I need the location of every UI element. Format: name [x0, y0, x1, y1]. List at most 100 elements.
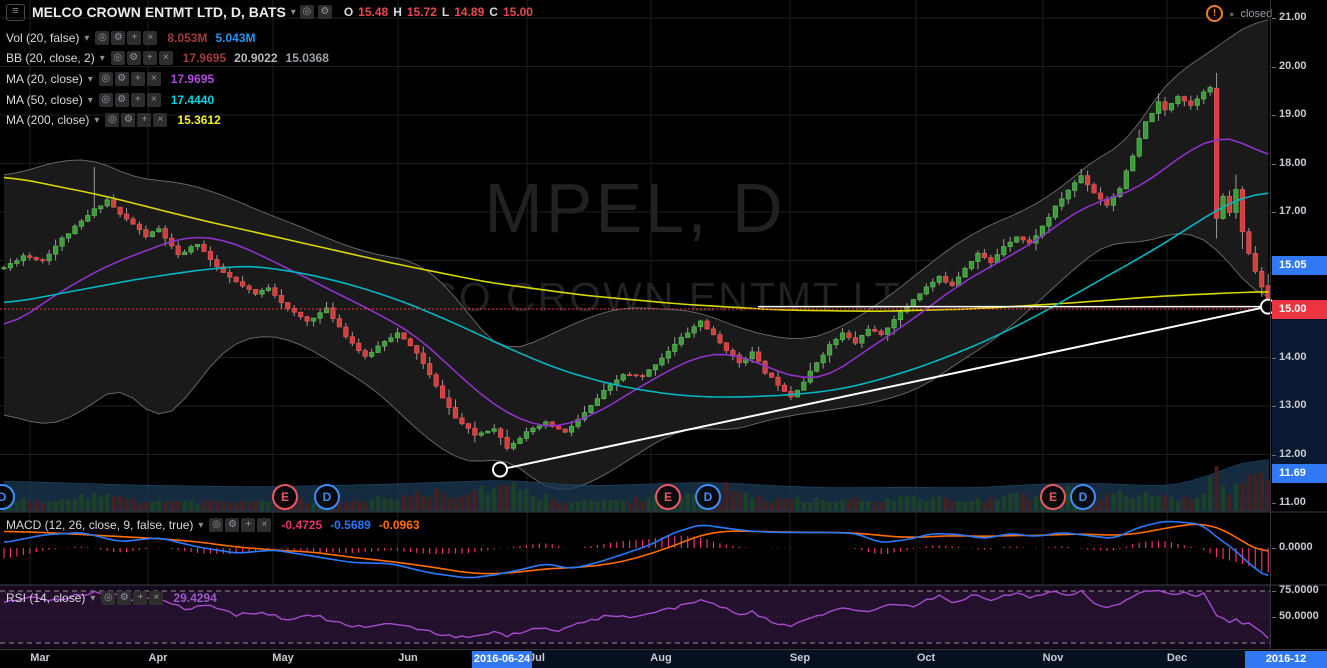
chevron-down-icon[interactable]: ▾ [198, 519, 204, 531]
chevron-down-icon[interactable]: ▾ [90, 592, 96, 604]
indicator-buttons: ◎ ⚙ + × [105, 113, 168, 127]
time-axis[interactable]: Mar Apr May Jun Jul Aug Sep Oct Nov Dec 2016-06-24… [0, 649, 1327, 668]
selection-price-range-highlight [1272, 319, 1327, 464]
chevron-down-icon[interactable]: ▾ [87, 73, 93, 85]
indicator-label-ma50[interactable]: MA (50, close) [6, 93, 83, 107]
price-tick-label: 13.00 [1272, 399, 1307, 411]
indicator-buttons: ◎ ⚙ + × [110, 51, 173, 65]
ma20-value: 17.9695 [170, 72, 215, 86]
symbol-title[interactable]: MELCO CROWN ENTMT LTD, D, BATS [32, 4, 286, 20]
add-indicator-button[interactable]: + [130, 93, 145, 107]
bb-upper-value: 20.9022 [234, 51, 278, 65]
close-label: C [489, 5, 498, 19]
settings-button[interactable]: ⚙ [111, 31, 126, 45]
settings-button[interactable]: ⚙ [117, 591, 132, 605]
dividend-marker[interactable]: D [314, 484, 340, 510]
macd-pane [3, 520, 1269, 579]
market-status-indicator[interactable]: ! ● closed [1206, 5, 1272, 22]
hide-button[interactable]: ◎ [101, 591, 116, 605]
remove-button[interactable]: × [146, 93, 161, 107]
indicator-row-volume: Vol (20, false) ▾ ◎ ⚙ + × 8.053M 5.043M [6, 29, 255, 47]
indicator-row-rsi: RSI (14, close) ▾ ◎ ⚙ + × 29.4294 [6, 589, 217, 607]
high-value: 15.72 [406, 5, 437, 19]
chevron-down-icon[interactable]: ▾ [87, 94, 93, 106]
add-indicator-button[interactable]: + [133, 591, 148, 605]
indicator-label-ma200[interactable]: MA (200, close) [6, 113, 90, 127]
menu-icon[interactable]: ≡ [6, 3, 25, 21]
indicator-label-rsi[interactable]: RSI (14, close) [6, 591, 86, 605]
price-tick-label: 21.00 [1272, 11, 1307, 23]
hide-button[interactable]: ◎ [98, 93, 113, 107]
indicator-label-ma20[interactable]: MA (20, close) [6, 72, 83, 86]
drawings-layer [0, 298, 1276, 478]
price-tick-label: 17.00 [1272, 205, 1307, 217]
date-range-badge: 2016-06-24 [472, 650, 532, 668]
indicator-label-volume[interactable]: Vol (20, false) [6, 31, 80, 45]
chevron-down-icon[interactable]: ▾ [94, 114, 100, 126]
ma50-value: 17.4440 [170, 93, 215, 107]
settings-button[interactable]: ⚙ [114, 93, 129, 107]
pane-separators [0, 511, 1327, 586]
indicator-row-macd: MACD (12, 26, close, 9, false, true) ▾ ◎… [6, 516, 420, 534]
rsi-tick-label: 50.0000 [1272, 610, 1319, 622]
remove-button[interactable]: × [146, 72, 161, 86]
chevron-down-icon[interactable]: ▾ [290, 6, 296, 18]
chevron-down-icon[interactable]: ▾ [84, 32, 90, 44]
indicator-buttons: ◎ ⚙ + × [98, 93, 161, 107]
time-label: Apr [148, 652, 168, 664]
macd-hist-value: -0.4725 [281, 518, 323, 532]
settings-button[interactable]: ⚙ [225, 518, 240, 532]
earnings-marker[interactable]: E [272, 484, 298, 510]
earnings-marker[interactable]: E [1040, 484, 1066, 510]
open-value: 15.48 [358, 5, 389, 19]
remove-button[interactable]: × [149, 591, 164, 605]
add-indicator-button[interactable]: + [142, 51, 157, 65]
hide-button[interactable]: ◎ [105, 113, 120, 127]
hide-symbol-button[interactable]: ◎ [299, 5, 314, 19]
chevron-down-icon[interactable]: ▾ [99, 52, 105, 64]
add-indicator-button[interactable]: + [127, 31, 142, 45]
rsi-value: 29.4294 [173, 591, 217, 605]
price-tick-label: 20.00 [1272, 60, 1307, 72]
add-indicator-button[interactable]: + [241, 518, 256, 532]
low-label: L [441, 5, 450, 19]
alert-icon: ! [1206, 5, 1223, 22]
hide-button[interactable]: ◎ [209, 518, 224, 532]
macd-signal-value: -0.0963 [378, 518, 420, 532]
rsi-tick-label: 75.0000 [1272, 584, 1319, 596]
price-tick-label: 19.00 [1272, 108, 1307, 120]
price-axis[interactable]: 21.00 20.00 19.00 18.00 17.00 14.00 13.00 12.00… [1270, 0, 1327, 668]
candles-layer [1, 72, 1271, 451]
dividend-marker[interactable]: D [695, 484, 721, 510]
indicator-row-ma200: MA (200, close) ▾ ◎ ⚙ + × 15.3612 [6, 111, 221, 129]
rsi-pane [0, 585, 1270, 649]
add-indicator-button[interactable]: + [130, 72, 145, 86]
settings-button[interactable]: ⚙ [126, 51, 141, 65]
earnings-marker[interactable]: E [655, 484, 681, 510]
remove-button[interactable]: × [153, 113, 168, 127]
hide-button[interactable]: ◎ [98, 72, 113, 86]
settings-button[interactable]: ⚙ [121, 113, 136, 127]
price-badge: 15.00 [1272, 299, 1327, 319]
time-label: Oct [916, 652, 936, 664]
indicator-row-ma50: MA (50, close) ▾ ◎ ⚙ + × 17.4440 [6, 91, 214, 109]
remove-button[interactable]: × [143, 31, 158, 45]
symbol-settings-button[interactable]: ⚙ [317, 5, 332, 19]
trendline-handle[interactable] [492, 461, 508, 478]
time-label: Nov [1042, 652, 1064, 664]
hide-button[interactable]: ◎ [110, 51, 125, 65]
remove-button[interactable]: × [158, 51, 173, 65]
indicator-label-bb[interactable]: BB (20, close, 2) [6, 51, 95, 65]
indicator-label-macd[interactable]: MACD (12, 26, close, 9, false, true) [6, 518, 194, 532]
bb-basis-value: 17.9695 [182, 51, 227, 65]
remove-button[interactable]: × [257, 518, 272, 532]
price-badge: 11.69 [1272, 463, 1327, 483]
price-tick-label: 12.00 [1272, 448, 1307, 460]
settings-button[interactable]: ⚙ [114, 72, 129, 86]
add-indicator-button[interactable]: + [137, 113, 152, 127]
price-tick-label: 14.00 [1272, 351, 1307, 363]
dividend-marker[interactable]: D [1070, 484, 1096, 510]
market-status-text: closed [1240, 7, 1273, 20]
price-tick-label: 18.00 [1272, 157, 1307, 169]
hide-button[interactable]: ◎ [95, 31, 110, 45]
